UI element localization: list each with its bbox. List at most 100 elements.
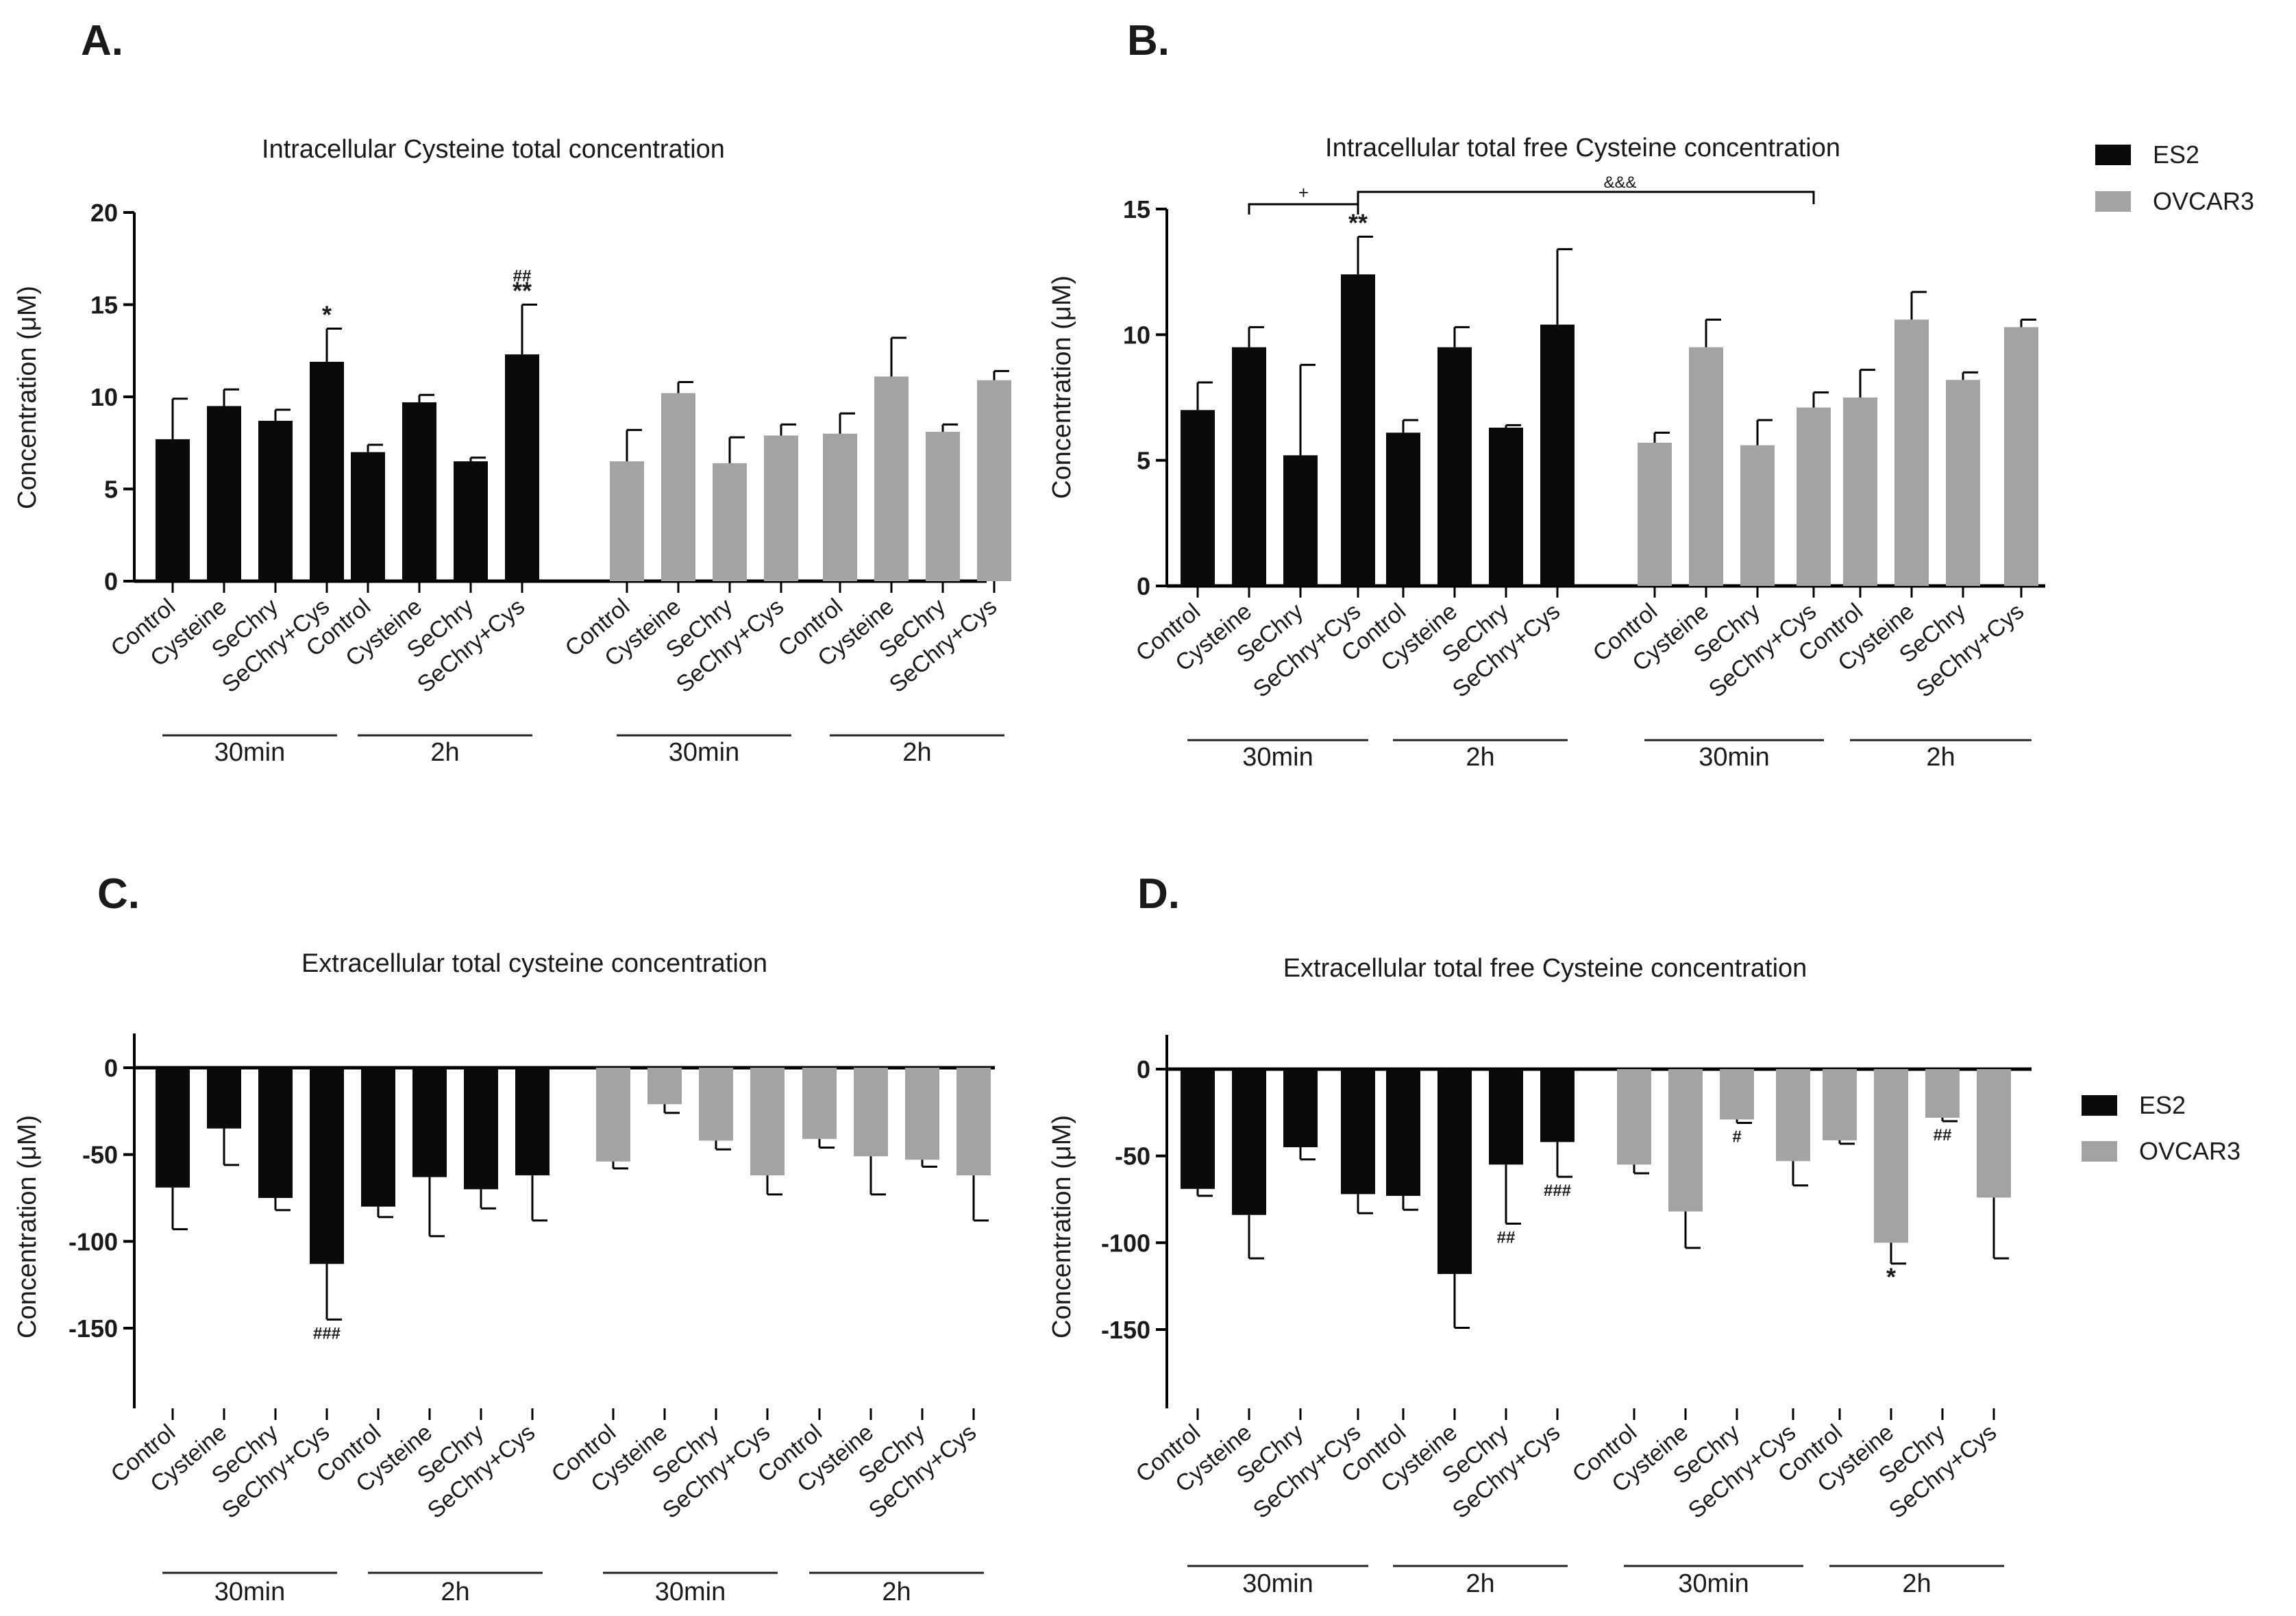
bar-ovcar3-2h [823, 433, 857, 581]
chart-title: Extracellular total cysteine concentrati… [301, 949, 767, 978]
bar-ovcar3-2h [874, 376, 909, 581]
chart-title: Intracellular Cysteine total concentrati… [262, 135, 725, 164]
bar-es2-30min [310, 361, 344, 581]
bar-es2-2h [1540, 324, 1575, 586]
significance-mark: ## [513, 267, 532, 286]
time-group-label: 2h [441, 1578, 469, 1606]
legend-swatch-ovcar3 [2082, 1141, 2117, 1162]
y-axis-label: Concentration (μM) [13, 286, 42, 509]
bar-ovcar3-2h [956, 1068, 991, 1176]
time-group-label: 2h [1926, 743, 1955, 772]
legend-label-ovcar3: OVCAR3 [2153, 187, 2254, 215]
y-tick-label: 0 [104, 1054, 118, 1082]
bar-es2-2h [1386, 432, 1420, 586]
chart-title: Intracellular total free Cysteine concen… [1325, 134, 1840, 162]
panel-label: D. [1137, 870, 1180, 918]
bar-es2-2h [1489, 428, 1523, 586]
bar-ovcar3-30min [596, 1068, 630, 1162]
significance-mark: ### [313, 1324, 341, 1343]
bar-ovcar3-30min [1668, 1069, 1703, 1212]
bar-ovcar3-2h [1874, 1069, 1908, 1243]
significance-bracket [1248, 203, 1359, 215]
panel-label: B. [1127, 17, 1170, 64]
bar-ovcar3-30min [647, 1068, 682, 1105]
y-tick-label: -50 [82, 1141, 118, 1169]
bar-es2-2h [1437, 1069, 1472, 1274]
y-tick-label: 20 [90, 199, 118, 227]
bar-ovcar3-2h [905, 1068, 939, 1160]
bar-es2-2h [1489, 1069, 1523, 1165]
significance-bracket [1357, 191, 1815, 204]
y-tick-label: -100 [1101, 1229, 1150, 1257]
y-tick-label: 10 [90, 383, 118, 411]
panel-label: A. [81, 17, 123, 64]
time-group-label: 2h [1902, 1569, 1931, 1598]
bar-es2-30min [1283, 455, 1318, 586]
legend-swatch-es2 [2095, 145, 2131, 165]
y-tick-label: 5 [104, 476, 118, 504]
bar-es2-30min [1341, 274, 1375, 586]
legend-swatch-ovcar3 [2095, 191, 2131, 212]
bar-ovcar3-30min [1740, 445, 1775, 586]
time-group-label: 2h [902, 738, 931, 767]
y-tick-label: 15 [1123, 195, 1150, 223]
time-group-label: 30min [1242, 743, 1313, 772]
panel-3: C. Extracellular total cysteine concentra… [13, 870, 995, 1606]
panel-4: D. Extracellular total free Cysteine conc… [1048, 870, 2032, 1598]
bar-es2-30min [1181, 1069, 1215, 1189]
y-tick-label: -50 [1115, 1142, 1150, 1171]
time-group-label: 2h [882, 1578, 911, 1606]
legend-label-es2: ES2 [2139, 1091, 2186, 1119]
bar-ovcar3-30min [1638, 443, 1672, 586]
time-group-label: 2h [430, 738, 459, 767]
bar-es2-30min [310, 1068, 344, 1264]
bar-ovcar3-2h [1843, 397, 1877, 586]
bar-es2-30min [258, 1068, 293, 1198]
significance-mark: * [1886, 1263, 1896, 1291]
chart-title: Extracellular total free Cysteine concen… [1283, 954, 1807, 983]
bar-es2-30min [1283, 1069, 1318, 1147]
time-group-label: 30min [1678, 1569, 1749, 1598]
panel-label: C. [97, 870, 140, 918]
legend-bottom: ES2 OVCAR3 [2082, 1091, 2241, 1165]
time-group-label: 30min [655, 1578, 726, 1606]
legend-label-ovcar3: OVCAR3 [2139, 1137, 2241, 1165]
legend-label-es2: ES2 [2153, 140, 2199, 169]
bracket-label: + [1298, 182, 1309, 203]
bar-ovcar3-2h [802, 1068, 837, 1139]
time-group-label: 2h [1466, 743, 1494, 772]
bar-es2-2h [1437, 347, 1472, 586]
bar-ovcar3-2h [1823, 1069, 1857, 1140]
y-tick-label: -150 [1101, 1316, 1150, 1344]
bar-ovcar3-2h [1977, 1069, 2011, 1198]
y-axis-label: Concentration (μM) [13, 1115, 42, 1338]
bar-ovcar3-30min [1797, 407, 1831, 586]
bar-es2-2h [454, 461, 488, 581]
significance-mark: ** [513, 277, 532, 305]
bar-ovcar3-30min [713, 463, 747, 581]
y-tick-label: -150 [69, 1314, 118, 1343]
bar-es2-2h [361, 1068, 395, 1207]
bar-ovcar3-2h [1894, 319, 1929, 586]
significance-mark: ### [1544, 1182, 1571, 1200]
bar-ovcar3-2h [926, 432, 960, 581]
bar-es2-30min [156, 439, 190, 581]
bar-es2-30min [1232, 1069, 1266, 1215]
bracket-label: &&& [1603, 173, 1636, 192]
bar-ovcar3-30min [699, 1068, 733, 1141]
bar-ovcar3-2h [977, 380, 1011, 581]
bar-ovcar3-30min [661, 393, 695, 581]
y-axis-label: Concentration (μM) [1048, 276, 1076, 499]
legend-swatch-es2 [2082, 1095, 2117, 1116]
legend-top: ES2 OVCAR3 [2095, 140, 2254, 215]
y-tick-label: 15 [90, 291, 118, 319]
bar-es2-30min [156, 1068, 190, 1188]
significance-mark: ## [1497, 1228, 1516, 1247]
bar-ovcar3-30min [750, 1068, 785, 1176]
panel-2: B. Intracellular total free Cysteine conc… [1048, 17, 2045, 772]
bar-ovcar3-30min [1720, 1069, 1754, 1120]
bar-es2-2h [1540, 1069, 1575, 1142]
y-tick-label: 0 [1137, 572, 1150, 600]
bar-es2-2h [515, 1068, 550, 1176]
